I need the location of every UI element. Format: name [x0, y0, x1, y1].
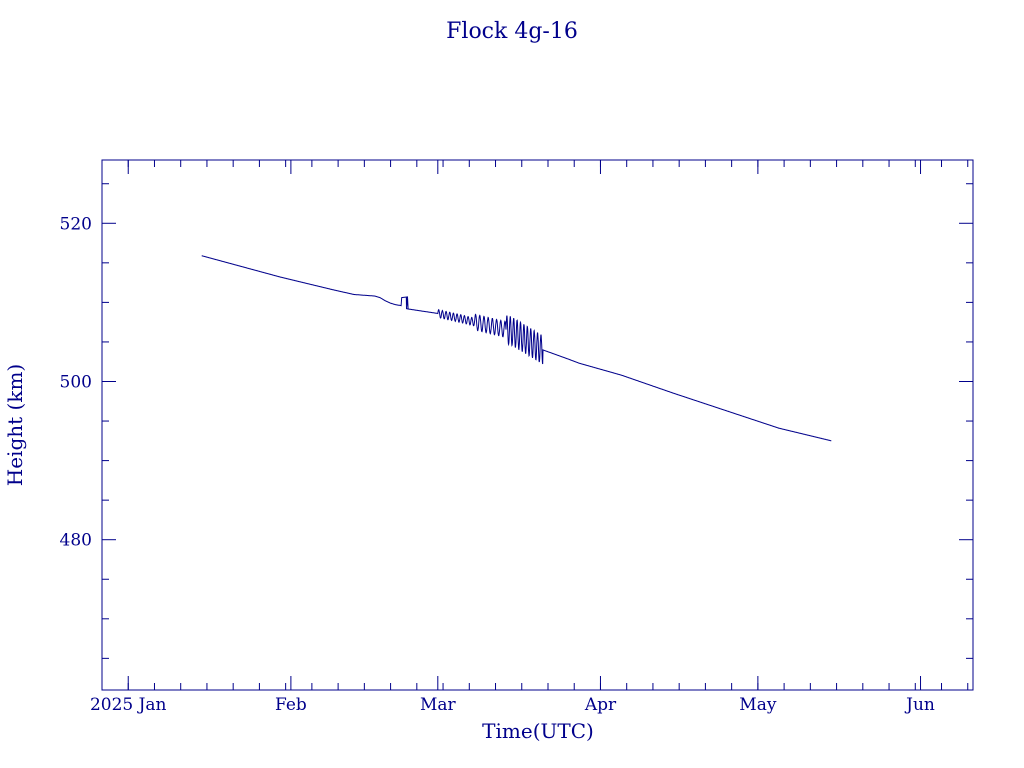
- y-tick-labels: 480 500 520: [60, 214, 92, 550]
- x-tick-labels: 2025 Jan Feb Mar Apr May Jun: [90, 695, 935, 715]
- y-tick-label: 500: [60, 372, 92, 392]
- chart-title: Flock 4g-16: [446, 19, 578, 44]
- x-tick-label: 2025 Jan: [90, 695, 167, 715]
- plot-frame: [101, 159, 974, 691]
- y-axis-label: Height (km): [3, 364, 27, 486]
- x-tick-label: Feb: [275, 695, 307, 715]
- x-tick-label: Apr: [584, 695, 617, 715]
- x-tick-label: Mar: [420, 695, 457, 715]
- y-tick-label: 520: [60, 214, 92, 234]
- x-tick-label: Jun: [904, 695, 935, 715]
- height-series-line: [201, 255, 832, 442]
- y-tick-label: 480: [60, 531, 92, 551]
- axis-ticks: [101, 160, 973, 690]
- x-axis-label: Time(UTC): [482, 719, 594, 743]
- x-tick-label: May: [739, 695, 777, 715]
